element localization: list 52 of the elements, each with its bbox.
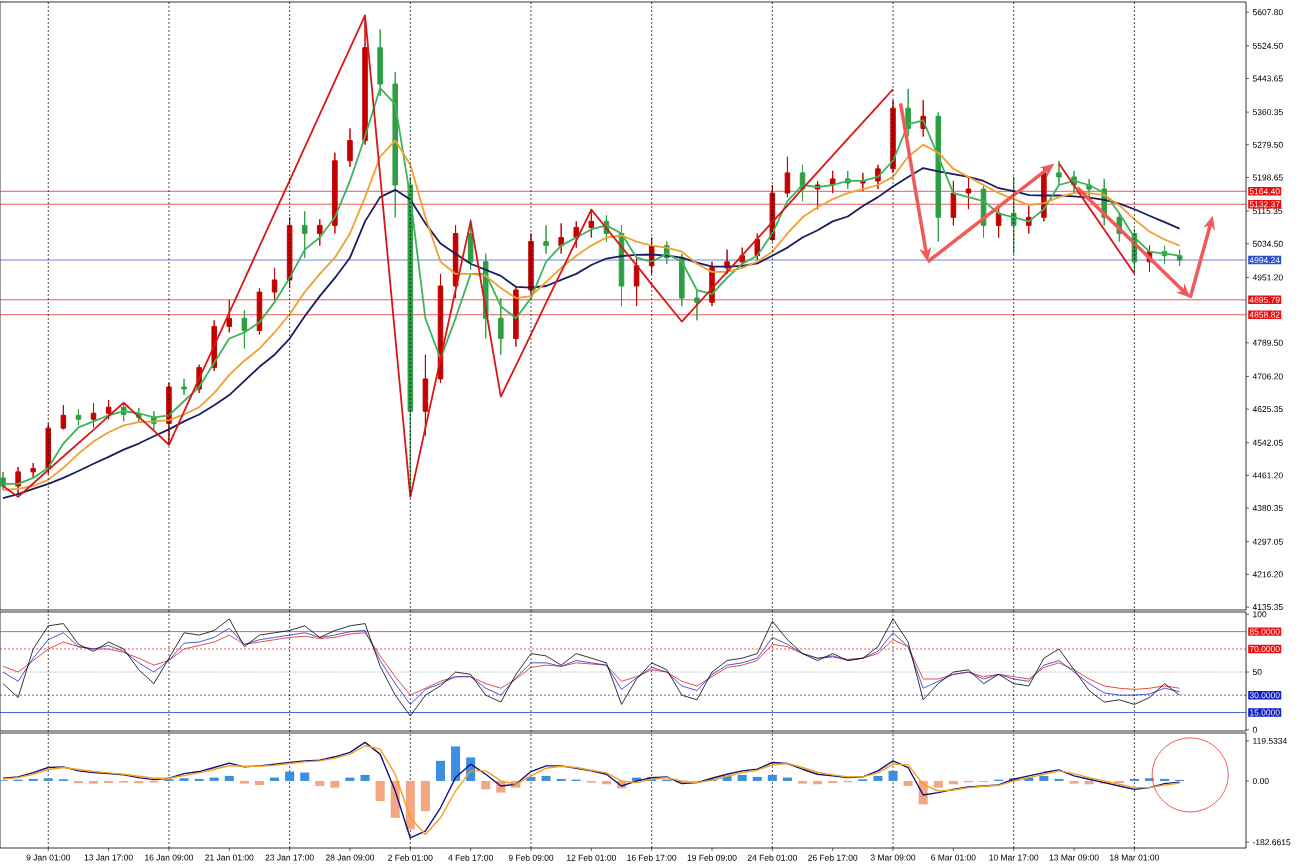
x-tick-label: 12 Feb 01:00 <box>567 854 616 861</box>
y-tick-label: 4951.20 <box>1252 274 1283 281</box>
x-tick-label: 18 Mar 01:00 <box>1110 854 1159 861</box>
y-tick-label: 4625.35 <box>1252 406 1283 413</box>
x-tick-label: 16 Feb 17:00 <box>627 854 677 861</box>
y-tick-label: 5034.50 <box>1252 240 1283 247</box>
x-tick-label: 6 Mar 01:00 <box>931 854 976 861</box>
y-tick-label: 5524.50 <box>1252 42 1283 49</box>
y-tick-label: 0 <box>1252 726 1257 733</box>
x-tick-label: 26 Feb 17:00 <box>808 854 858 861</box>
y-tick-label: 5607.80 <box>1252 9 1283 16</box>
y-tick-label: 4789.50 <box>1252 339 1283 346</box>
x-tick-label: 3 Mar 09:00 <box>870 854 916 861</box>
y-tick-label: 4380.35 <box>1252 505 1283 512</box>
y-tick-label: 5360.35 <box>1252 109 1283 116</box>
y-tick-label: 100 <box>1253 611 1267 618</box>
ref-line-label: 15.0000 <box>1250 709 1280 716</box>
ref-line-label: 5132.37 <box>1249 201 1280 208</box>
y-tick-label: 4461.20 <box>1252 472 1283 479</box>
x-tick-label: 10 Mar 17:00 <box>989 854 1039 861</box>
y-tick-label: 5115.35 <box>1252 208 1283 215</box>
y-tick-label: 4542.05 <box>1252 439 1283 446</box>
x-tick-label: 28 Jan 09:00 <box>325 854 375 861</box>
y-tick-label: 4216.20 <box>1252 571 1283 578</box>
y-tick-label: 5279.50 <box>1252 141 1283 148</box>
ref-line-label: 70.0000 <box>1249 645 1280 652</box>
x-tick-label: 24 Feb 01:00 <box>747 854 797 861</box>
x-tick-label: 9 Jan 01:00 <box>26 854 71 861</box>
y-tick-label: 4297.05 <box>1252 538 1283 545</box>
y-tick-label: 4135.35 <box>1252 604 1283 611</box>
ref-line-label: 4994.24 <box>1249 257 1280 264</box>
y-tick-label: -182.6615 <box>1252 839 1291 846</box>
y-tick-label: 50 <box>1252 669 1262 676</box>
ref-line-label: 4895.79 <box>1249 296 1280 303</box>
x-tick-label: 13 Mar 09:00 <box>1049 854 1099 861</box>
ref-line-label: 5164.40 <box>1249 188 1280 195</box>
y-tick-label: 5198.65 <box>1252 174 1283 181</box>
x-tick-label: 9 Feb 09:00 <box>508 854 554 861</box>
x-tick-label: 16 Jan 09:00 <box>145 854 194 861</box>
y-tick-label: 0.00 <box>1252 777 1269 784</box>
x-tick-label: 21 Jan 01:00 <box>205 854 254 861</box>
x-tick-label: 2 Feb 01:00 <box>388 854 433 861</box>
ref-line-label: 30.0000 <box>1249 692 1280 699</box>
ref-line-label: 85.0000 <box>1249 628 1280 635</box>
x-tick-label: 13 Jan 17:00 <box>84 854 133 861</box>
y-tick-label: 4706.20 <box>1252 373 1283 380</box>
ref-line-label: 4858.82 <box>1249 311 1280 318</box>
y-tick-label: 5443.65 <box>1252 75 1283 82</box>
y-tick-label: 119.5334 <box>1253 737 1287 744</box>
x-tick-label: 4 Feb 17:00 <box>448 854 493 861</box>
x-tick-label: 19 Feb 09:00 <box>687 854 737 861</box>
x-tick-label: 23 Jan 17:00 <box>265 854 314 861</box>
